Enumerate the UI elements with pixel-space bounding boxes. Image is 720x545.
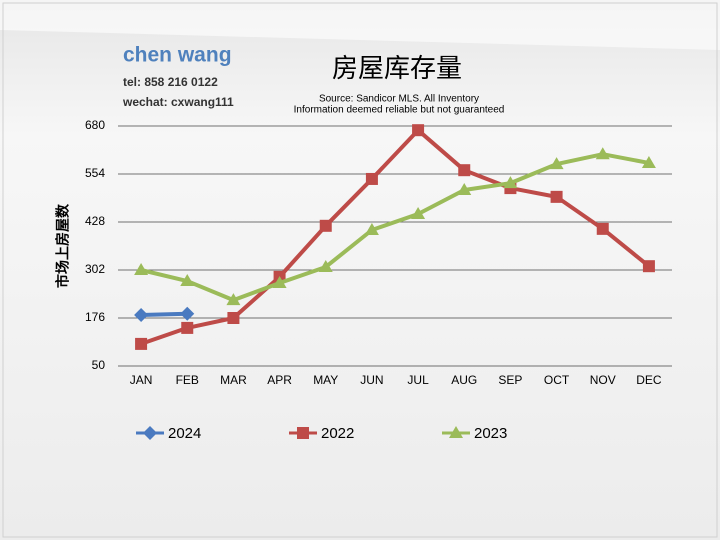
author-name: chen wang	[123, 44, 232, 67]
marker	[503, 176, 518, 189]
marker	[181, 321, 194, 334]
marker	[457, 183, 472, 195]
subtitle: Source: Sandicor MLS. All Inventory	[319, 94, 479, 105]
y-tick-label: 554	[85, 166, 105, 180]
wechat: wechat: cxwang111	[122, 95, 234, 109]
x-tick-label: MAR	[220, 373, 247, 387]
marker	[458, 164, 471, 177]
y-tick-label: 680	[85, 118, 105, 132]
marker	[272, 275, 287, 288]
marker	[180, 306, 195, 321]
y-tick-label: 176	[85, 310, 105, 324]
marker	[134, 263, 149, 275]
y-tick-label: 50	[92, 358, 106, 372]
tel: tel: 858 216 0122	[123, 75, 218, 89]
subtitle: Information deemed reliable but not guar…	[294, 105, 505, 116]
x-tick-label: AUG	[451, 373, 477, 387]
decoration	[0, 0, 720, 50]
marker	[134, 307, 149, 322]
x-tick-label: DEC	[636, 373, 662, 387]
marker	[596, 222, 609, 235]
marker	[550, 190, 563, 203]
marker	[411, 207, 426, 219]
x-tick-label: MAY	[313, 373, 338, 387]
x-tick-label: JAN	[130, 373, 153, 387]
chart-title: 房屋库存量	[332, 53, 462, 83]
marker	[318, 259, 333, 272]
series-line	[141, 311, 188, 317]
legend-marker	[449, 426, 463, 438]
marker	[412, 124, 425, 137]
legend-label: 2023	[474, 425, 507, 442]
legend-label: 2024	[168, 425, 201, 442]
marker	[364, 223, 379, 235]
x-tick-label: NOV	[590, 373, 616, 387]
marker	[595, 147, 610, 160]
marker	[549, 157, 564, 170]
frame	[2, 2, 718, 538]
x-tick-label: OCT	[544, 373, 570, 387]
series-line	[140, 152, 650, 303]
marker	[226, 293, 241, 306]
legend-marker	[143, 426, 157, 440]
y-tick-label: 428	[85, 214, 105, 228]
legend-label: 2022	[321, 425, 354, 442]
marker	[365, 172, 378, 185]
x-tick-label: APR	[267, 373, 292, 387]
series-line	[140, 128, 651, 346]
x-tick-label: JUN	[360, 373, 383, 387]
marker	[227, 312, 240, 324]
x-tick-label: FEB	[176, 373, 199, 387]
marker	[135, 337, 148, 350]
marker	[180, 274, 195, 287]
marker	[641, 155, 656, 168]
marker	[642, 260, 655, 273]
marker	[319, 219, 332, 232]
y-tick-label: 302	[85, 262, 105, 276]
x-tick-label: JUL	[407, 373, 429, 387]
legend-marker	[297, 427, 309, 439]
x-tick-label: SEP	[498, 373, 522, 387]
y-axis-label: 市场上房屋数	[55, 203, 71, 288]
